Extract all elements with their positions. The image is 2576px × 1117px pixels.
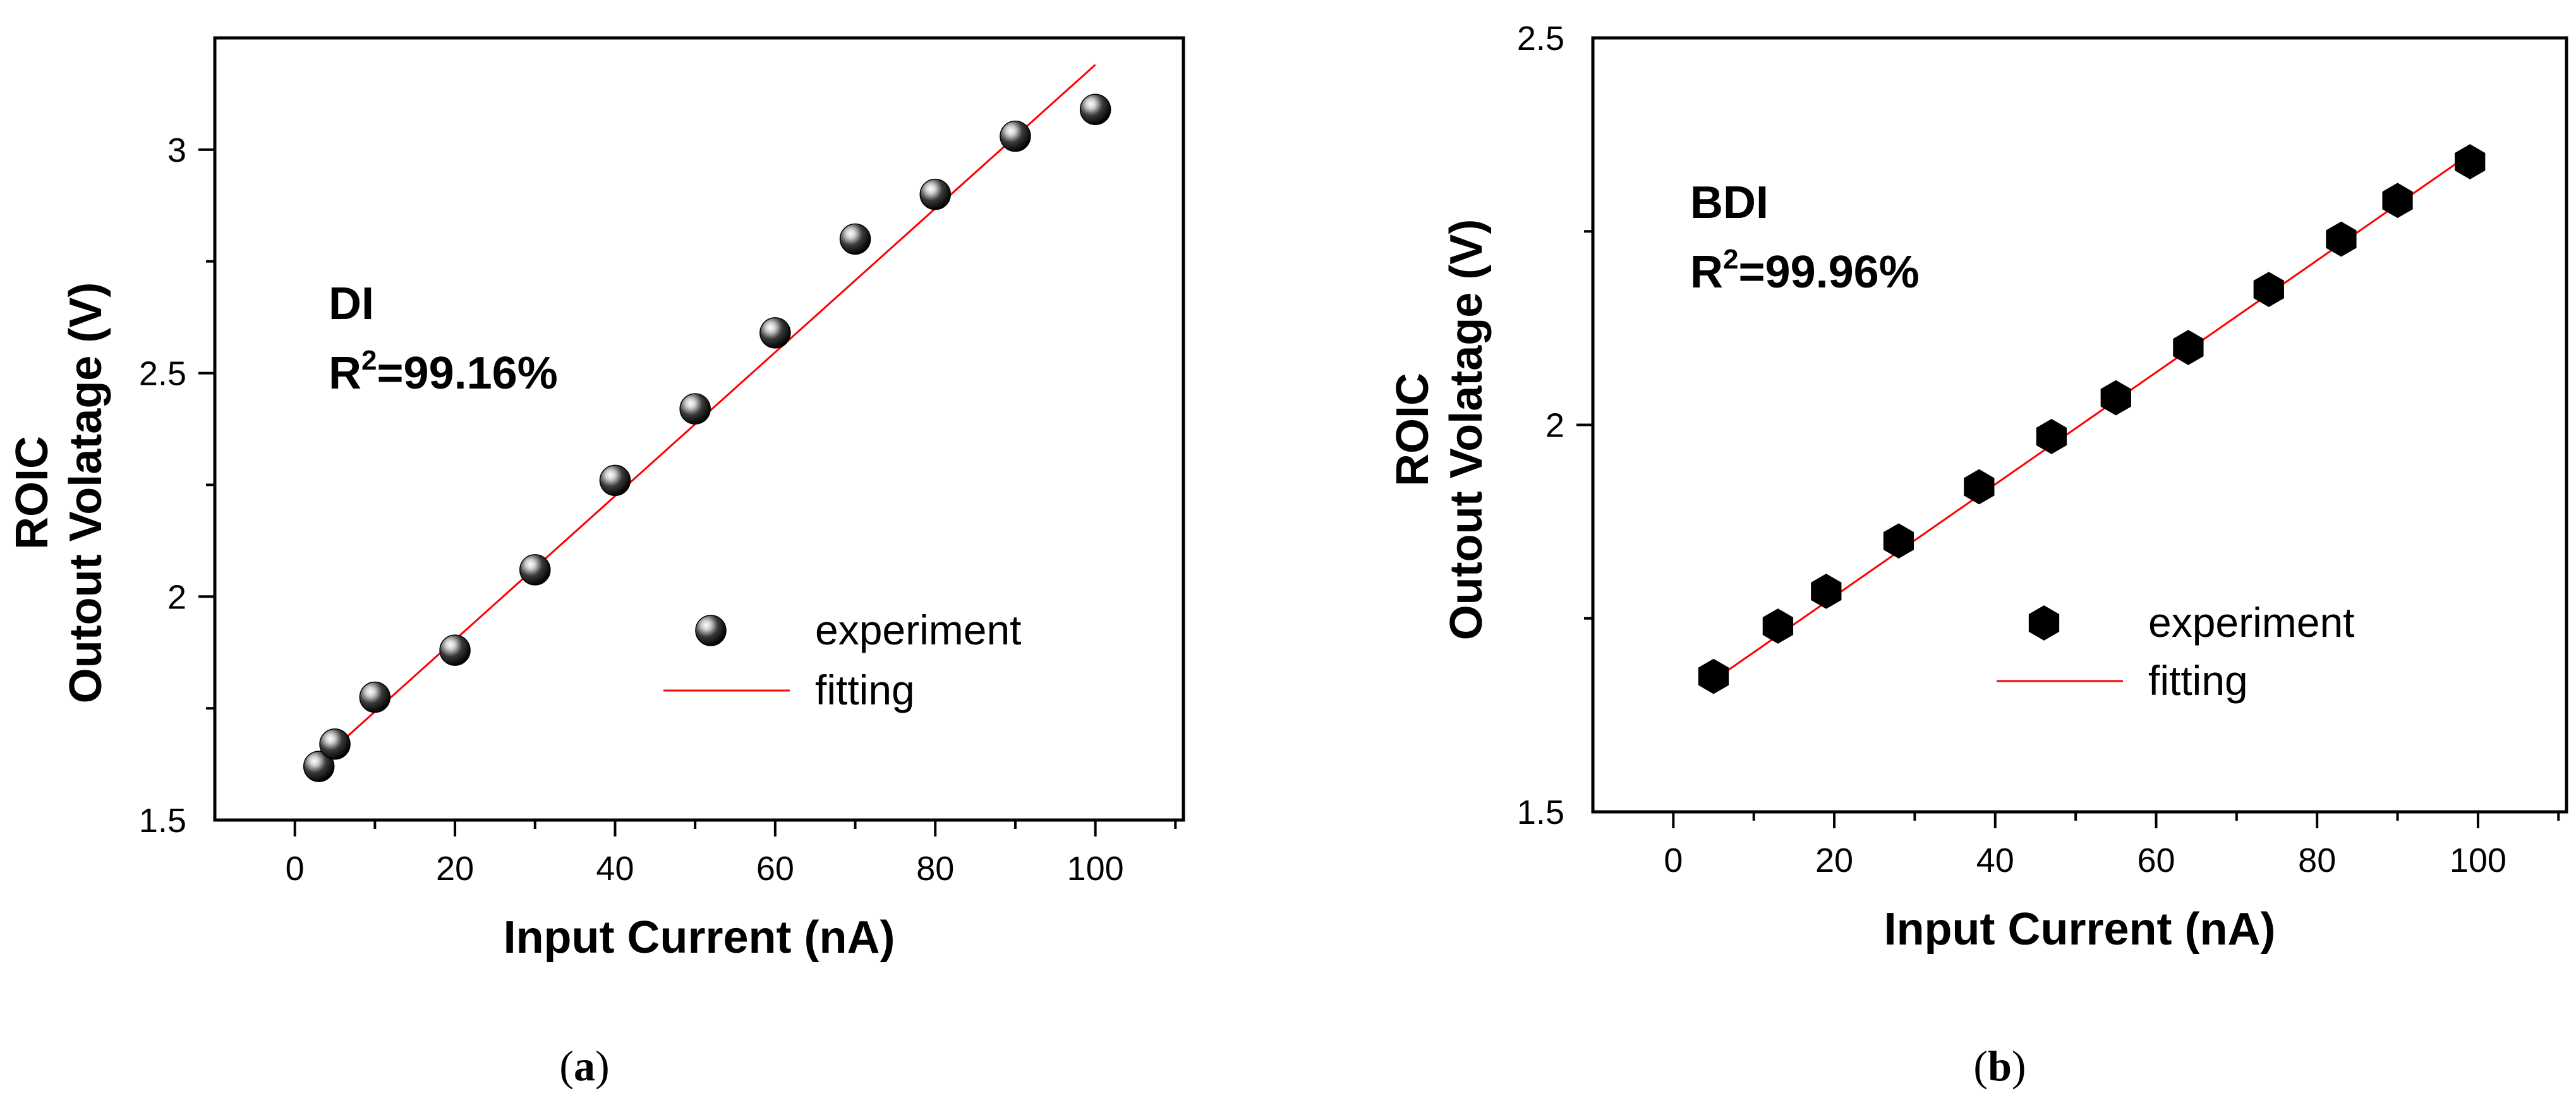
experiment-point (839, 223, 871, 255)
annotation-label: BDI (1690, 178, 1769, 228)
experiment-point (1964, 469, 1995, 505)
y-axis-title-line2: Outout Volatage (V) (1441, 219, 1492, 641)
y-tick-label: 2.5 (139, 355, 186, 393)
x-tick-label: 100 (2450, 842, 2506, 879)
panel-caption: (b) (1973, 1042, 2026, 1090)
experiment-point (519, 554, 551, 586)
experiment-point (1883, 523, 1914, 559)
x-axis-title: Input Current (nA) (1884, 904, 2276, 955)
x-tick-label: 0 (1664, 842, 1683, 879)
r-squared-label: R2=99.96% (1690, 244, 1920, 298)
legend-fitting-label: fitting (815, 667, 915, 713)
legend-experiment-label: experiment (815, 607, 1022, 653)
y-axis-title-line1: ROIC (1388, 373, 1438, 486)
x-tick-label: 20 (436, 850, 474, 888)
x-tick-label: 60 (2137, 842, 2175, 879)
x-tick-label: 40 (1976, 842, 2014, 879)
experiment-point (2382, 183, 2413, 219)
experiment-point (439, 634, 471, 666)
x-axis-title: Input Current (nA) (504, 912, 895, 963)
experiment-point (679, 393, 711, 425)
y-tick-label: 1.5 (1517, 794, 1564, 831)
experiment-point (359, 681, 391, 713)
y-tick-label: 2 (167, 578, 186, 616)
x-tick-label: 60 (756, 850, 794, 888)
x-tick-label: 80 (2298, 842, 2336, 879)
y-tick-label: 1.5 (139, 802, 186, 840)
legend-experiment-marker (695, 615, 727, 646)
legend-experiment-label: experiment (2148, 599, 2355, 646)
x-tick-label: 20 (1815, 842, 1853, 879)
experiment-point (2253, 272, 2284, 307)
y-axis-title-line2: Outout Volatage (V) (61, 282, 111, 704)
experiment-point (2036, 419, 2067, 454)
annotation-label: DI (329, 279, 374, 329)
x-tick-label: 40 (596, 850, 634, 888)
experiment-point (303, 751, 335, 782)
experiment-point (2100, 380, 2131, 416)
r-squared-label: R2=99.16% (329, 345, 558, 399)
experiment-point (1811, 574, 1842, 609)
legend-experiment-marker (2028, 605, 2060, 641)
experiment-point (759, 317, 791, 349)
experiment-point (2455, 144, 2486, 179)
panel-b: 0 20 40 60 80 100 1.5 2 2.5 Input Current (nA) ROI… (1388, 20, 2568, 1090)
experiment-point (319, 728, 351, 760)
y-tick-label: 2 (1545, 407, 1564, 445)
x-tick-label: 80 (916, 850, 954, 888)
y-tick-label: 3 (167, 131, 186, 169)
experiment-point (1000, 120, 1031, 152)
experiment-point (2173, 330, 2204, 365)
y-tick-label: 2.5 (1517, 20, 1564, 57)
experiment-point (599, 464, 631, 497)
panel-caption: (a) (559, 1042, 609, 1090)
x-tick-label: 0 (286, 850, 305, 888)
experiment-point (1762, 608, 1794, 644)
panel-a: 0 20 40 60 80 100 1.5 2 2.5 3 Input Current (nA) RO… (7, 36, 1185, 1090)
x-tick-label: 100 (1067, 850, 1124, 888)
experiment-point (1698, 658, 1729, 694)
experiment-point (1079, 94, 1111, 125)
experiment-point (2326, 221, 2357, 257)
experiment-point (919, 178, 951, 210)
plot-frame (213, 36, 1185, 822)
y-axis-title-line1: ROIC (7, 436, 57, 550)
legend-fitting-label: fitting (2148, 657, 2248, 704)
